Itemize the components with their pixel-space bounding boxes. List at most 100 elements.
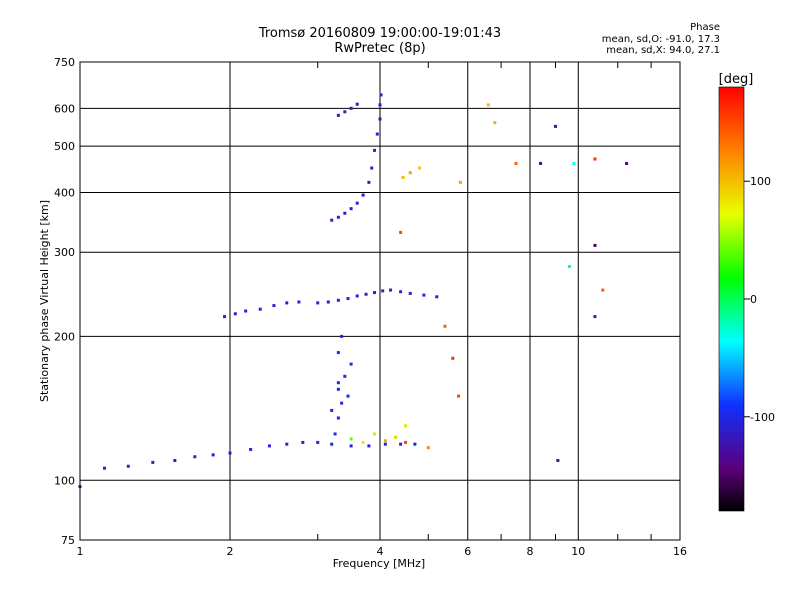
y-tick-label: 200 — [54, 330, 75, 343]
scatter-point — [514, 161, 518, 165]
trace-point — [413, 442, 417, 446]
chart-title: Tromsø 20160809 19:00:00-19:01:43 — [258, 26, 502, 41]
scatter-point — [567, 265, 571, 269]
trace-point — [389, 288, 393, 292]
trace-point — [336, 298, 340, 302]
trace-point — [349, 444, 353, 448]
trace-point — [267, 444, 271, 448]
trace-point — [330, 442, 334, 446]
y-tick-label: 100 — [54, 474, 75, 487]
scatter-point — [399, 230, 403, 234]
axis-ticks: 1 2 4 6 8 10 16 75 100 200 300 400 500 600 750 — [54, 56, 687, 558]
y-tick-label: 750 — [54, 56, 75, 69]
scatter-point — [539, 161, 543, 165]
colorbar-tick-label: -100 — [750, 411, 775, 424]
x-tick-label: 10 — [571, 545, 585, 558]
trace-point — [233, 312, 237, 316]
trace-point — [343, 211, 347, 215]
trace-point — [285, 442, 289, 446]
trace-point — [336, 215, 340, 219]
trace-point — [211, 453, 215, 457]
scatter-point — [601, 288, 605, 292]
trace-point — [355, 102, 359, 106]
trace-point — [173, 458, 177, 462]
y-tick-label: 600 — [54, 102, 75, 115]
colorbar-tick-label: 100 — [750, 175, 771, 188]
trace-point — [375, 132, 379, 136]
trace-point — [355, 201, 359, 205]
trace-point — [367, 180, 371, 184]
scatter-point — [401, 175, 405, 179]
phase-stats-x-mode: mean, sd,X: 94.0, 27.1 — [606, 45, 720, 56]
trace-point — [330, 408, 334, 412]
trace-point — [336, 387, 340, 391]
x-axis-label: Frequency [MHz] — [333, 557, 425, 570]
data-points — [78, 93, 629, 489]
y-tick-label: 300 — [54, 246, 75, 259]
trace-point — [244, 309, 248, 313]
trace-point — [343, 374, 347, 378]
trace-point — [373, 148, 377, 152]
trace-point — [435, 295, 439, 299]
trace-point — [364, 292, 368, 296]
chart-subtitle: RwPretec (8p) — [334, 41, 426, 56]
trace-point — [340, 334, 344, 338]
trace-point — [408, 291, 412, 295]
trace-point — [126, 464, 130, 468]
x-tick-label: 16 — [673, 545, 687, 558]
scatter-point — [572, 161, 576, 165]
grid-lines — [80, 62, 680, 540]
trace-point — [285, 301, 289, 305]
trace-point — [297, 300, 301, 304]
trace-point — [346, 394, 350, 398]
trace-point — [258, 307, 262, 311]
scatter-point — [426, 446, 430, 450]
y-axis-label: Stationary phase Virtual Height [km] — [38, 200, 51, 402]
trace-point — [330, 218, 334, 222]
scatter-point — [443, 324, 447, 328]
trace-point — [399, 442, 403, 446]
trace-point — [349, 362, 353, 366]
scatter-point — [458, 180, 462, 184]
trace-point — [381, 289, 385, 293]
scatter-point — [394, 435, 398, 439]
trace-point — [346, 297, 350, 301]
trace-point — [370, 166, 374, 170]
y-tick-label: 500 — [54, 140, 75, 153]
scatter-point — [408, 171, 412, 175]
trace-point — [249, 447, 253, 451]
trace-point — [193, 455, 197, 459]
trace-point — [343, 110, 347, 114]
scatter-point — [593, 157, 597, 161]
trace-point — [316, 301, 320, 305]
trace-point — [383, 442, 387, 446]
scatter-point — [349, 437, 353, 441]
trace-point — [378, 103, 382, 107]
trace-point — [103, 466, 107, 470]
trace-point — [399, 290, 403, 294]
scatter-point — [625, 161, 629, 165]
x-tick-label: 1 — [77, 545, 84, 558]
x-tick-label: 6 — [464, 545, 471, 558]
y-tick-label: 75 — [61, 534, 75, 547]
x-tick-label: 8 — [527, 545, 534, 558]
trace-point — [340, 401, 344, 405]
trace-point — [223, 315, 227, 319]
trace-point — [378, 117, 382, 121]
trace-point — [355, 294, 359, 298]
scatter-point — [451, 356, 455, 360]
scatter-point — [383, 439, 387, 443]
trace-point — [336, 113, 340, 117]
phase-stats-heading: Phase — [690, 22, 720, 33]
scatter-point — [457, 394, 461, 398]
trace-point — [422, 293, 426, 297]
trace-point — [349, 207, 353, 211]
trace-point — [333, 432, 337, 436]
trace-point — [272, 304, 276, 308]
colorbar-ticks: 100 0 -100 — [744, 175, 775, 424]
trace-point — [301, 440, 305, 444]
scatter-point — [417, 166, 421, 170]
colorbar — [719, 87, 744, 511]
trace-point — [379, 93, 383, 97]
